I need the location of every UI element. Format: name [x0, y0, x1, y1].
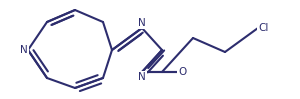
Text: Cl: Cl [258, 23, 268, 33]
Text: N: N [20, 45, 28, 55]
Text: N: N [138, 18, 146, 28]
Text: N: N [138, 72, 146, 82]
Text: O: O [178, 67, 186, 77]
